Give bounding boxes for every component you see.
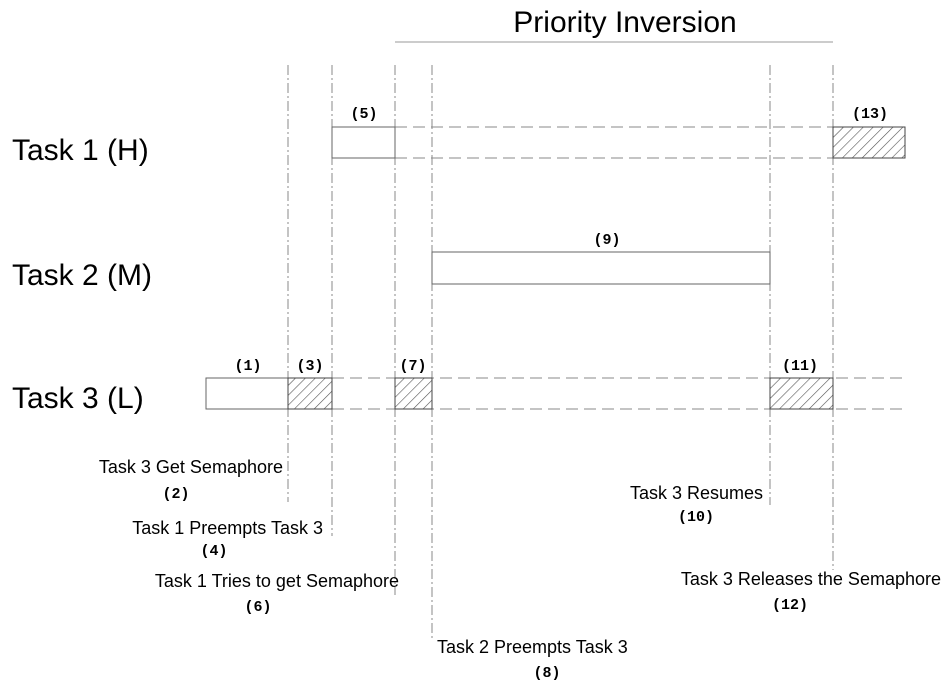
event-text: Task 2 Preempts Task 3 <box>437 637 628 657</box>
segment-label: (1) <box>234 358 261 375</box>
segment-label: (7) <box>399 358 426 375</box>
title: Priority Inversion <box>513 6 736 39</box>
run-segment <box>331 126 396 159</box>
task-label: Task 2 (M) <box>12 259 152 292</box>
semaphore-segment <box>832 126 906 159</box>
segment-label: (9) <box>593 232 620 249</box>
task-label: Task 1 (H) <box>12 134 149 167</box>
segment-label: (11) <box>782 358 818 375</box>
event-number: (8) <box>533 665 560 682</box>
segment-label: (5) <box>350 106 377 123</box>
segment-label: (13) <box>852 106 888 123</box>
event-number: (6) <box>244 599 271 616</box>
event-text: Task 1 Preempts Task 3 <box>132 518 323 538</box>
event-text: Task 3 Resumes <box>630 483 763 503</box>
event-number: (12) <box>772 597 808 614</box>
run-segment <box>431 251 771 285</box>
event-text: Task 3 Releases the Semaphore <box>681 569 941 589</box>
event-text: Task 1 Tries to get Semaphore <box>155 571 399 591</box>
event-number: (2) <box>162 486 189 503</box>
segment-label: (3) <box>296 358 323 375</box>
event-text: Task 3 Get Semaphore <box>99 457 283 477</box>
run-segment <box>205 377 289 410</box>
task-label: Task 3 (L) <box>12 382 144 415</box>
event-number: (4) <box>200 543 227 560</box>
semaphore-segment <box>394 377 433 410</box>
event-number: (10) <box>678 509 714 526</box>
semaphore-segment <box>769 377 834 410</box>
semaphore-segment <box>287 377 333 410</box>
